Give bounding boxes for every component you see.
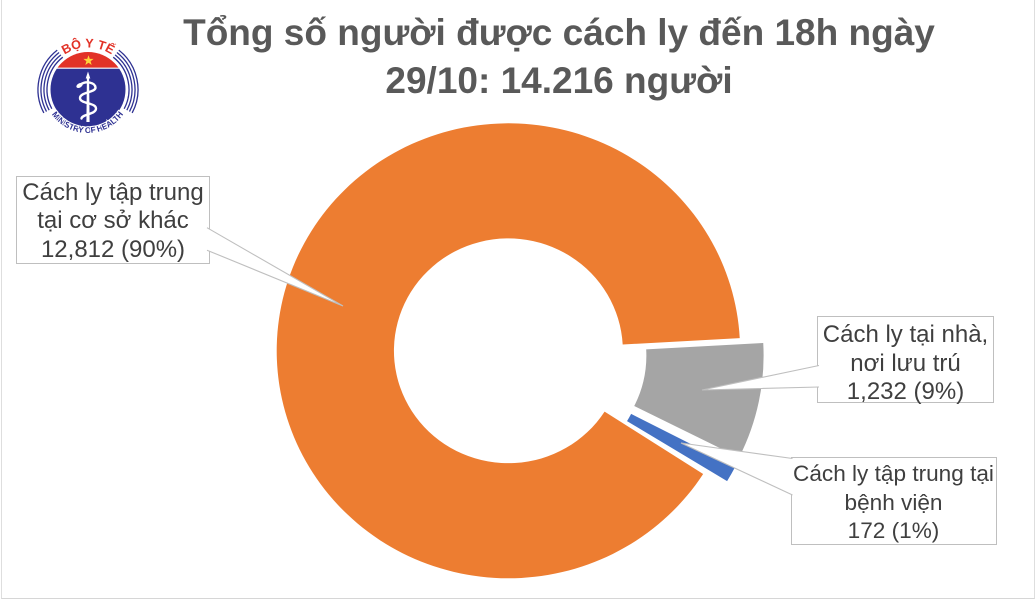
callout-benh-vien: Cách ly tập trung tại bệnh viện 172 (1%) [790, 457, 997, 545]
logo-arc-right [116, 51, 136, 112]
callout-line: Cách ly tập trung [22, 178, 204, 206]
chart-title: Tổng số người được cách ly đến 18h ngày … [183, 11, 935, 101]
logo-star-icon [83, 55, 94, 65]
logo-arc-left [37, 49, 58, 114]
logo-arc-left [43, 54, 62, 111]
slice-0 [276, 123, 740, 579]
callout-line: bệnh viện [844, 489, 943, 515]
snake [78, 81, 98, 120]
logo-top-text: BỘ Y TẾ [59, 36, 117, 57]
callout-line: Cách ly tại nhà, [822, 321, 989, 348]
callout-line: Cách ly tập trung tại [793, 461, 994, 486]
callout-tai-nha: Cách ly tại nhà, nơi lưu trú 1,232 (9%) [817, 316, 994, 405]
callout-line: tại cơ sở khác [37, 207, 189, 234]
callout-line: nơi lưu trú [850, 349, 961, 377]
logo-arc-right [112, 56, 130, 110]
callout-value: 1,232 (9%) [846, 378, 965, 405]
callout-co-so-khac: Cách ly tập trung tại cơ sở khác 12,812 … [16, 175, 210, 264]
slice-1 [634, 342, 764, 458]
logo-arc-left [46, 56, 64, 110]
callout-value: 172 (1%) [847, 518, 940, 543]
logo-staff-snake-icon [76, 71, 98, 122]
callout-value: 12,812 (90%) [40, 235, 186, 263]
rod-tip [85, 71, 91, 79]
snake-head [76, 83, 83, 88]
logo-arc-right [118, 49, 139, 114]
ministry-of-health-logo: BỘ Y TẾ MINISTRY OF HEALTH [37, 36, 139, 136]
logo-side-arcs [37, 49, 139, 114]
logo-arc-right [114, 54, 133, 111]
logo-arc-left [40, 51, 60, 112]
rod [86, 78, 90, 122]
